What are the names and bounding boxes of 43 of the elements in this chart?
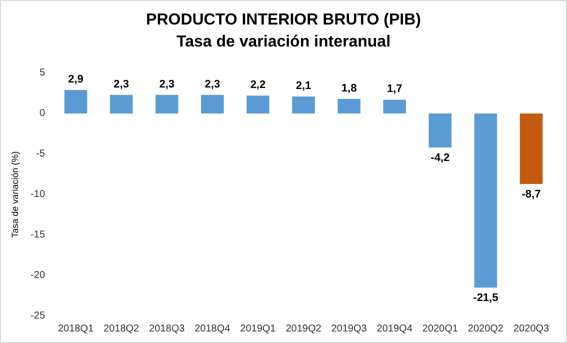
x-tick-label: 2018Q4 <box>194 324 231 334</box>
y-tick-label: -15 <box>30 230 46 240</box>
data-label: -4,2 <box>430 152 450 164</box>
y-tick-label: -5 <box>36 148 46 160</box>
bar <box>64 90 88 114</box>
y-tick-label: -25 <box>30 310 46 322</box>
x-tick-label: 2018Q2 <box>104 324 140 334</box>
x-tick-label: 2018Q1 <box>58 324 94 334</box>
y-tick-label: 0 <box>39 108 46 119</box>
data-label: 1,8 <box>341 82 357 94</box>
x-tick-label: 2019Q2 <box>286 324 322 334</box>
bar <box>201 94 224 114</box>
bar <box>110 94 133 114</box>
chart-title: PRODUCTO INTERIOR BRUTO (PIB) <box>146 12 421 28</box>
data-label: 2,9 <box>68 74 84 86</box>
bar <box>246 96 270 114</box>
y-axis-title: Tasa de variación (%) <box>10 151 20 238</box>
y-tick-label: -20 <box>30 270 46 281</box>
y-tick-label: 5 <box>39 68 46 78</box>
bar <box>338 98 360 114</box>
x-tick-label: 2020Q1 <box>422 324 458 334</box>
bar <box>428 114 452 148</box>
data-label: 2,3 <box>114 78 129 90</box>
x-tick-label: 2019Q3 <box>331 324 368 334</box>
x-tick-label: 2018Q3 <box>149 324 186 334</box>
y-tick-label: -10 <box>30 189 46 200</box>
bar <box>520 114 543 184</box>
bar <box>474 114 498 288</box>
x-tick-label: 2020Q2 <box>468 324 504 334</box>
data-label: 1,7 <box>386 83 402 96</box>
data-label: 2,2 <box>250 79 266 92</box>
data-label: -21,5 <box>473 292 498 304</box>
data-label: 2,1 <box>296 80 312 92</box>
bar <box>383 100 406 114</box>
data-label: 2,3 <box>159 78 175 90</box>
x-tick-label: 2019Q1 <box>240 324 276 334</box>
x-tick-label: 2019Q4 <box>376 324 413 334</box>
data-label: -8,7 <box>522 188 541 200</box>
data-label: 2,3 <box>204 78 220 90</box>
x-tick-label: 2020Q3 <box>513 324 550 334</box>
bar <box>292 96 315 114</box>
chart-subtitle: Tasa de variación interanual <box>176 34 391 50</box>
bar <box>155 94 178 114</box>
